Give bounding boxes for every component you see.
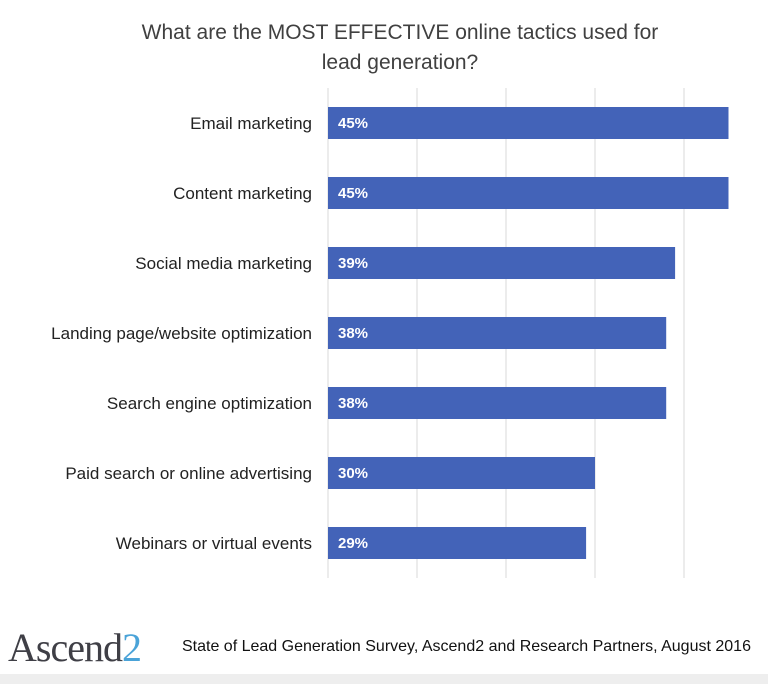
source-note: State of Lead Generation Survey, Ascend2… [182, 638, 751, 655]
category-label-6: Webinars or virtual events [116, 534, 312, 553]
category-label-5: Paid search or online advertising [65, 464, 312, 483]
category-label-4: Search engine optimization [107, 394, 312, 413]
category-label-2: Social media marketing [135, 254, 312, 273]
bar-6 [328, 527, 587, 559]
logo-text: Ascend [8, 625, 123, 670]
bar-5 [328, 457, 595, 489]
bar-1 [328, 177, 729, 209]
category-label-1: Content marketing [173, 184, 312, 203]
bar-layer [328, 107, 729, 559]
bar-2 [328, 247, 676, 279]
data-label-2: 39% [338, 255, 368, 272]
chart-title: What are the MOST EFFECTIVE online tacti… [141, 21, 659, 74]
data-label-0: 45% [338, 115, 368, 132]
data-label-6: 29% [338, 535, 368, 552]
bar-4 [328, 387, 667, 419]
category-label-3: Landing page/website optimization [51, 324, 312, 343]
ascend2-logo: Ascend2 [8, 624, 142, 671]
footer: Ascend2 State of Lead Generation Survey,… [0, 612, 768, 684]
data-label-4: 38% [338, 395, 368, 412]
category-label-0: Email marketing [190, 114, 312, 133]
bar-chart: Email marketing 45% Content marketing 45% So… [51, 88, 729, 578]
bar-3 [328, 317, 667, 349]
logo-suffix: 2 [121, 625, 142, 670]
data-label-1: 45% [338, 185, 368, 202]
bar-0 [328, 107, 729, 139]
label-layer: Email marketing 45% Content marketing 45% So… [51, 114, 368, 553]
data-label-3: 38% [338, 325, 368, 342]
data-label-5: 30% [338, 465, 368, 482]
footer-divider [0, 674, 768, 684]
